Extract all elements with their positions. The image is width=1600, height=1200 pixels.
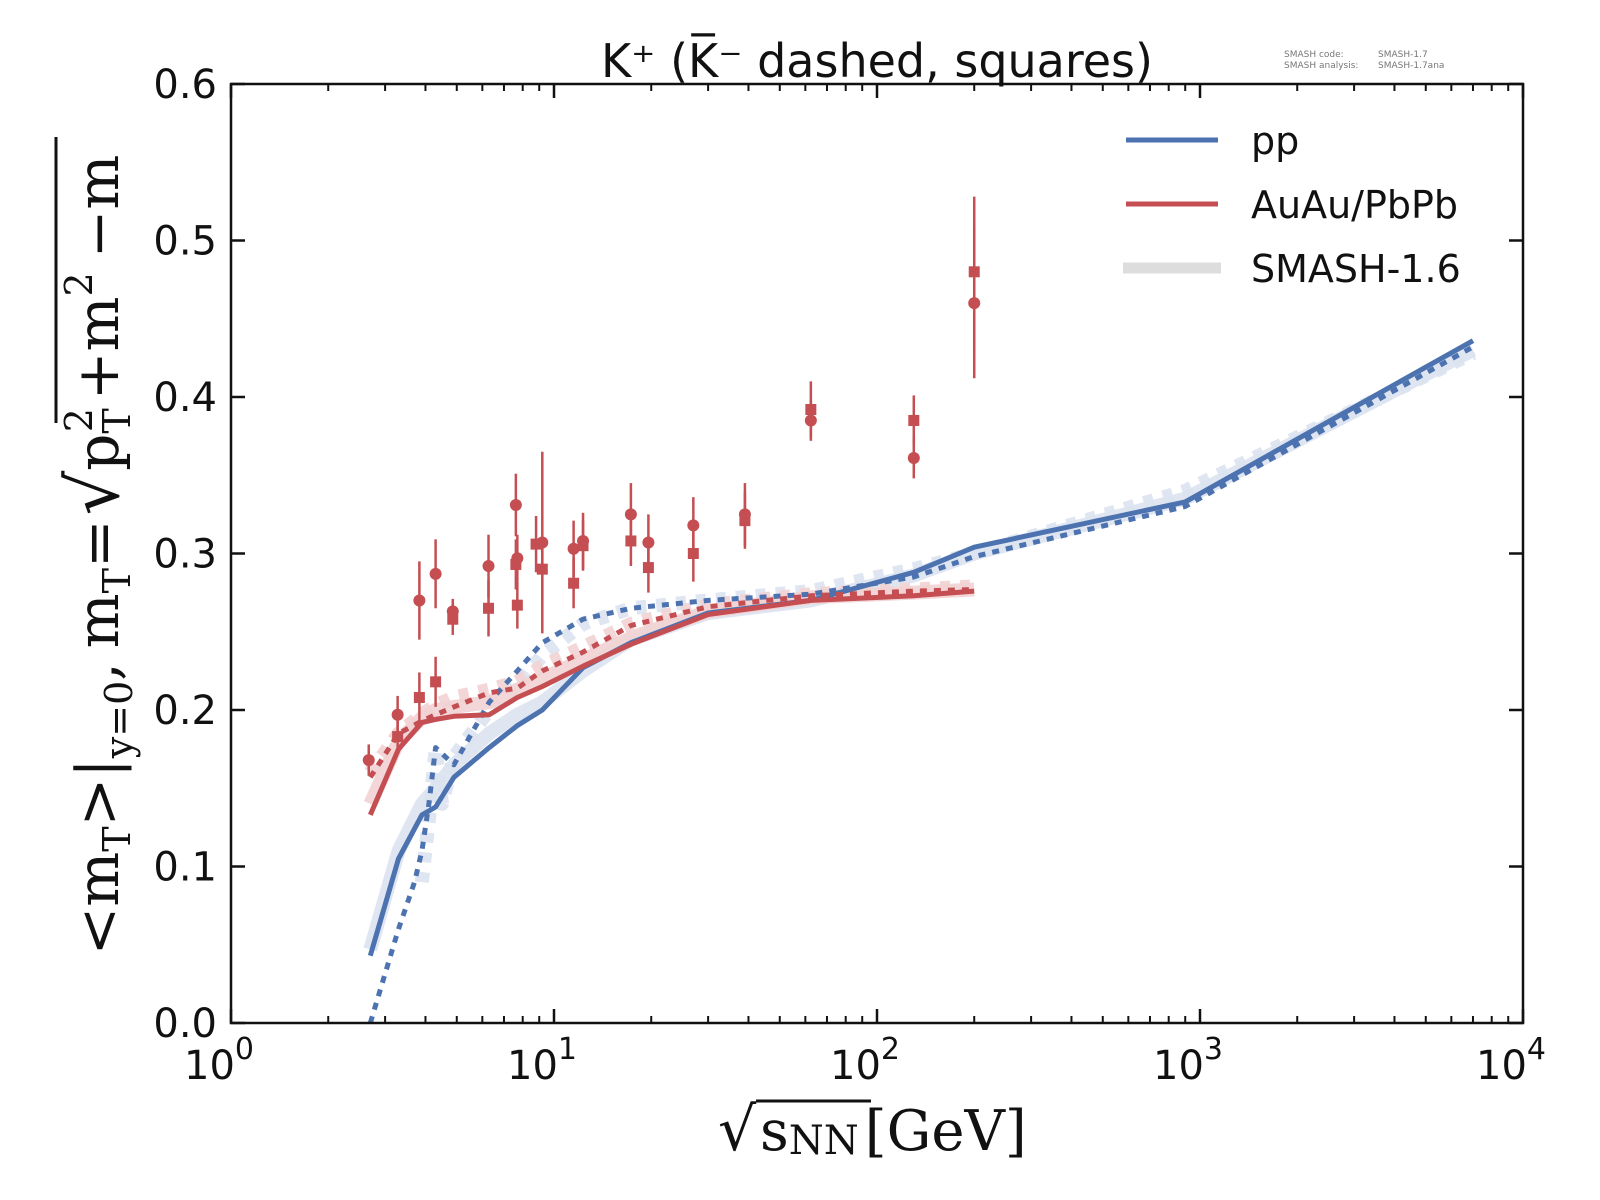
chart-title: K⁺ (K̅⁻ dashed, squares)	[601, 33, 1153, 88]
legend-item-smash16: SMASH-1.6	[1123, 247, 1461, 291]
ylabel-root-term2-sup: 2	[57, 272, 101, 296]
ylabel-sqrt-sign: √	[53, 470, 135, 515]
kminus-data-point	[968, 266, 980, 278]
ylabel-def-lhs: m	[64, 593, 132, 648]
kminus-data-point	[739, 515, 751, 527]
y-tick-label: 0.2	[153, 688, 217, 734]
svg-text:<mT>|y=0,mT=√pT2+m2−m: <mT>|y=0,mT=√pT2+m2−m	[53, 155, 141, 956]
kminus-data-point	[511, 599, 523, 611]
smash-analysis-label: SMASH analysis:	[1284, 61, 1358, 71]
axis-ticks: 0.0 0.1 0.2 0.3 0.4 0.5 0.6 100 101 102 103 104	[153, 62, 1546, 1089]
xlabel-sqrt-sign: √	[718, 1095, 757, 1165]
kminus-data-point	[447, 613, 459, 625]
x-tick-label: 102	[830, 1032, 900, 1089]
smash-analysis-value: SMASH-1.7ana	[1378, 61, 1444, 71]
ylabel-lhs: <m	[64, 852, 132, 956]
series-line-pp-k-smash-1-6	[414, 346, 1477, 883]
y-axis-label: <mT>|y=0,mT=√pT2+m2−m	[53, 137, 141, 955]
legend-label-smash16: SMASH-1.6	[1251, 247, 1461, 291]
y-tick-label: 0.5	[153, 219, 217, 265]
y-tick-label: 0.1	[153, 845, 217, 891]
kminus-data-point	[483, 602, 495, 614]
series-line-auau-pbpb-k-smash-1-6	[363, 582, 975, 807]
smash-1-7-lines	[367, 338, 1475, 1024]
kminus-data-point	[805, 404, 817, 416]
ylabel-root-term2: m	[64, 296, 132, 351]
kplus-data-point	[391, 708, 404, 721]
series-line-auau-pbpb-k-smash-1-6	[364, 579, 975, 777]
kminus-data-point	[625, 535, 637, 547]
legend-item-auau: AuAu/PbPb	[1126, 183, 1458, 227]
kminus-data-point	[687, 548, 699, 559]
kminus-data-point	[908, 414, 920, 426]
y-tick-label: 0.3	[153, 532, 217, 578]
series-line-auau-pbpb-k-smash-1-7	[368, 588, 975, 816]
ylabel-lhs-sub: T	[95, 826, 139, 851]
ylabel-cond-sub: y=0	[97, 681, 141, 759]
ylabel-comma: ,	[64, 662, 132, 680]
x-tick-label: 101	[507, 1032, 577, 1089]
kplus-data-point	[413, 594, 426, 607]
x-tick-label: 103	[1153, 1032, 1223, 1089]
kminus-data-point	[642, 562, 654, 574]
kminus-data-point	[392, 731, 404, 743]
y-tick-label: 0.6	[153, 62, 217, 108]
kminus-data-point	[536, 563, 548, 575]
kplus-data-point	[429, 567, 442, 580]
legend: pp AuAu/PbPb SMASH-1.6	[1123, 119, 1461, 291]
kplus-data-point	[482, 560, 495, 573]
x-tick-label: 104	[1476, 1032, 1546, 1089]
ylabel-minus-term: −m	[64, 155, 132, 259]
ylabel-root-term1-sub: T	[95, 408, 139, 433]
kminus-data-point	[413, 691, 425, 703]
ylabel-root-term1-sup: 2	[57, 408, 101, 432]
ylabel-root-plus: +	[64, 351, 132, 400]
y-tick-label: 0.0	[153, 1001, 217, 1047]
kminus-data-point	[577, 540, 589, 552]
series-line-pp-k-smash-1-7	[367, 338, 1475, 957]
ylabel-eq: =	[64, 519, 132, 568]
xlabel-var-sub: NN	[789, 1118, 859, 1164]
kplus-data-point	[907, 452, 920, 465]
experimental-points	[362, 196, 981, 776]
x-axis-label: √ sNN [GeV]	[718, 1095, 1027, 1165]
x-tick-label: 100	[184, 1032, 254, 1089]
smash-code-label: SMASH code:	[1284, 50, 1344, 60]
xlabel-unit: [GeV]	[865, 1099, 1027, 1164]
kminus-data-point	[568, 577, 580, 589]
ylabel-def-lhs-sub: T	[95, 568, 139, 593]
kplus-data-point	[362, 754, 375, 767]
smash-version-note: SMASH code: SMASH-1.7 SMASH analysis: SM…	[1284, 50, 1444, 71]
legend-item-pp: pp	[1126, 119, 1299, 163]
ylabel-lhs-close: >|	[64, 758, 132, 826]
series-line-pp-k-smash-1-7	[367, 344, 1475, 1024]
legend-label-auau: AuAu/PbPb	[1251, 183, 1458, 227]
kminus-data-point	[530, 538, 542, 550]
kplus-data-point	[509, 498, 522, 511]
kplus-data-point	[624, 508, 637, 521]
ylabel-root-term1: p	[64, 434, 132, 471]
smash-code-value: SMASH-1.7	[1378, 50, 1428, 60]
kminus-data-point	[430, 676, 442, 688]
kminus-data-point	[510, 558, 522, 570]
kplus-data-point	[567, 542, 580, 555]
legend-label-pp: pp	[1251, 119, 1299, 163]
xlabel-var: s	[760, 1099, 789, 1164]
svg-text:sNN[GeV]: sNN [GeV]	[760, 1099, 1027, 1164]
y-tick-label: 0.4	[153, 375, 217, 421]
